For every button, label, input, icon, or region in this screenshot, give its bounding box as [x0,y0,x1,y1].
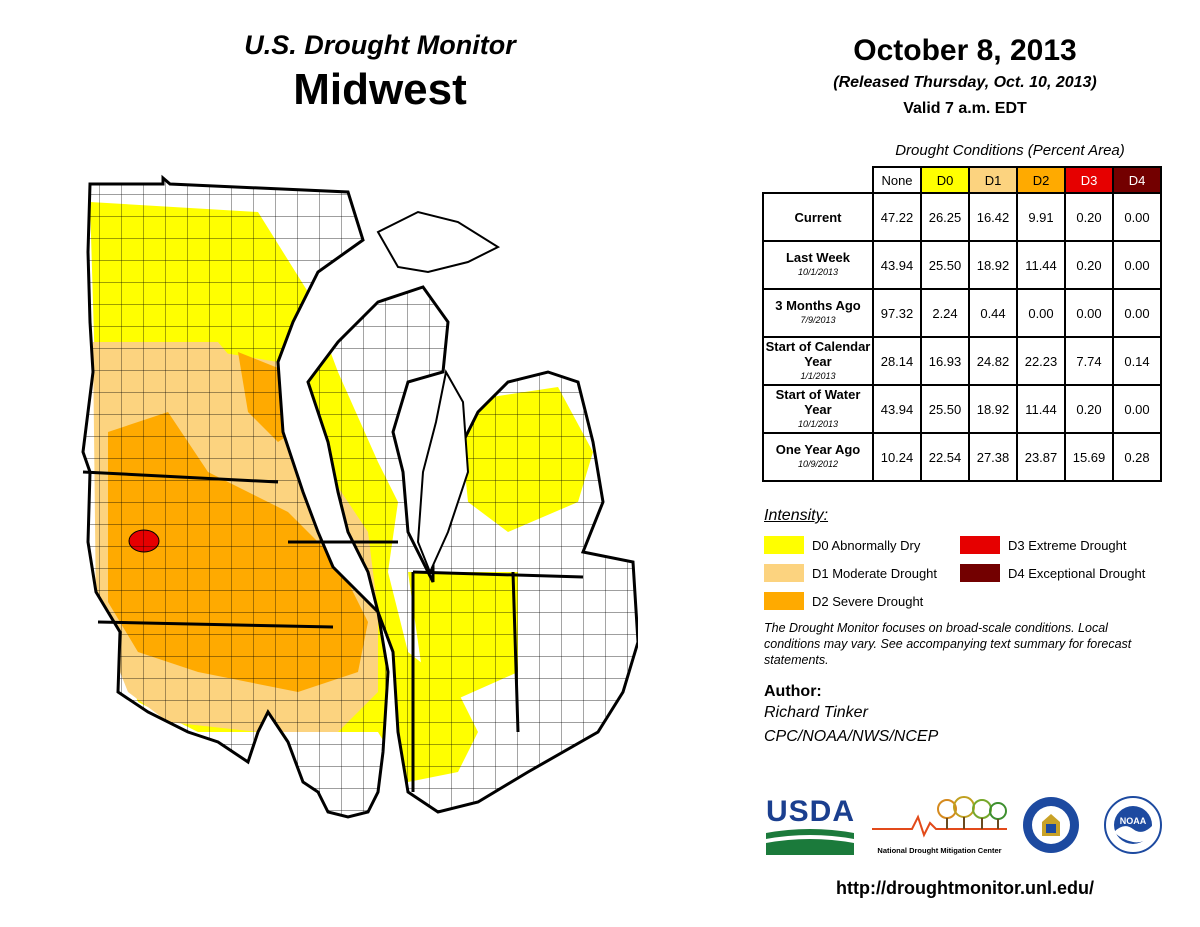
cell: 0.28 [1112,432,1162,482]
cell: 0.20 [1064,192,1114,242]
region-title: Midwest [293,65,467,114]
ndmc-trees-icon [872,796,1007,838]
usda-logo: USDA [766,795,854,857]
cell: 7.74 [1064,336,1114,386]
cell: 22.23 [1016,336,1066,386]
cell: 27.38 [968,432,1018,482]
col-none: None [872,166,922,194]
legend-swatch [764,592,804,610]
author-name: Richard Tinker [764,704,868,721]
cell: 0.00 [1016,288,1066,338]
table-row: Start of Calendar Year 1/1/2013 28.14 16.… [762,336,1162,386]
col-d4: D4 [1112,166,1162,194]
author-label: Author: [764,683,822,700]
table-row: One Year Ago 10/9/2012 10.24 22.54 27.38 … [762,432,1162,482]
commerce-seal-icon [1022,796,1080,859]
col-d0: D0 [920,166,970,194]
row-label: Current [762,192,874,242]
legend-item-d4: D4 Exceptional Drought [960,564,1145,582]
cell: 16.42 [968,192,1018,242]
cell: 43.94 [872,384,922,434]
date-block: October 8, 2013 (Released Thursday, Oct.… [780,34,1150,118]
col-d1: D1 [968,166,1018,194]
cell: 22.54 [920,432,970,482]
map-title: U.S. Drought Monitor [244,30,516,60]
legend-label: D2 Severe Drought [812,593,924,609]
cell: 97.32 [872,288,922,338]
row-label: 3 Months Ago 7/9/2013 [762,288,874,338]
cell: 11.44 [1016,240,1066,290]
legend-swatch [764,536,804,554]
legend-item-d1: D1 Moderate Drought [764,564,937,582]
table-row: 3 Months Ago 7/9/2013 97.32 2.24 0.44 0.0… [762,288,1162,338]
cell: 18.92 [968,384,1018,434]
cell: 0.44 [968,288,1018,338]
usda-logo-text: USDA [766,795,856,828]
row-label: Last Week 10/1/2013 [762,240,874,290]
ndmc-logo-text: National Drought Mitigation Center [877,846,1002,855]
cell: 24.82 [968,336,1018,386]
cell: 0.00 [1112,288,1162,338]
cell: 26.25 [920,192,970,242]
legend-item-d2: D2 Severe Drought [764,592,923,610]
table-header-row: None D0 D1 D2 D3 D4 [763,166,1162,194]
cell: 43.94 [872,240,922,290]
cell: 2.24 [920,288,970,338]
legend-swatch [764,564,804,582]
map-date: October 8, 2013 [853,34,1077,67]
cell: 0.00 [1112,240,1162,290]
cell: 11.44 [1016,384,1066,434]
legend-label: D3 Extreme Drought [1008,537,1127,553]
cell: 23.87 [1016,432,1066,482]
cell: 28.14 [872,336,922,386]
cell: 10.24 [872,432,922,482]
legend-title: Intensity: [764,507,829,524]
title-block: U.S. Drought Monitor Midwest [200,30,560,115]
cell: 0.00 [1064,288,1114,338]
legend-label: D4 Exceptional Drought [1008,565,1146,581]
drought-conditions-table: None D0 D1 D2 D3 D4 Current 47.22 26.25 … [762,166,1162,482]
disclaimer-note: The Drought Monitor focuses on broad-sca… [764,621,1132,667]
table-row: Last Week 10/1/2013 43.94 25.50 18.92 11.… [762,240,1162,290]
cell: 0.00 [1112,384,1162,434]
col-d2: D2 [1016,166,1066,194]
legend-swatch [960,536,1000,554]
cell: 0.00 [1112,192,1162,242]
cell: 18.92 [968,240,1018,290]
cell: 0.20 [1064,240,1114,290]
noaa-logo-icon: NOAA [1104,796,1162,859]
cell: 0.14 [1112,336,1162,386]
legend-label: D1 Moderate Drought [812,565,938,581]
table-row: Start of Water Year 10/1/2013 43.94 25.50… [762,384,1162,434]
cell: 9.91 [1016,192,1066,242]
legend-swatch [960,564,1000,582]
legend-label: D0 Abnormally Dry [812,537,921,553]
website-url[interactable]: http://droughtmonitor.unl.edu/ [836,878,1094,898]
ndmc-logo: National Drought Mitigation Center [872,795,1007,857]
usda-swoosh-icon [766,829,854,855]
row-label: One Year Ago 10/9/2012 [762,432,874,482]
valid-time: Valid 7 a.m. EDT [903,100,1027,117]
table-caption: Drought Conditions (Percent Area) [895,142,1125,159]
legend-item-d3: D3 Extreme Drought [960,536,1127,554]
row-label: Start of Water Year 10/1/2013 [762,384,874,434]
cell: 15.69 [1064,432,1114,482]
cell: 0.20 [1064,384,1114,434]
cell: 25.50 [920,384,970,434]
release-date: (Released Thursday, Oct. 10, 2013) [833,74,1097,91]
row-label: Start of Calendar Year 1/1/2013 [762,336,874,386]
table-row: Current 47.22 26.25 16.42 9.91 0.20 0.00 [762,192,1162,242]
cell: 16.93 [920,336,970,386]
cell: 47.22 [872,192,922,242]
author-org: CPC/NOAA/NWS/NCEP [764,728,939,745]
cell: 25.50 [920,240,970,290]
legend-item-d0: D0 Abnormally Dry [764,536,920,554]
drought-map [81,174,638,819]
noaa-logo-text: NOAA [1120,816,1147,826]
col-d3: D3 [1064,166,1114,194]
table-corner [763,167,873,193]
